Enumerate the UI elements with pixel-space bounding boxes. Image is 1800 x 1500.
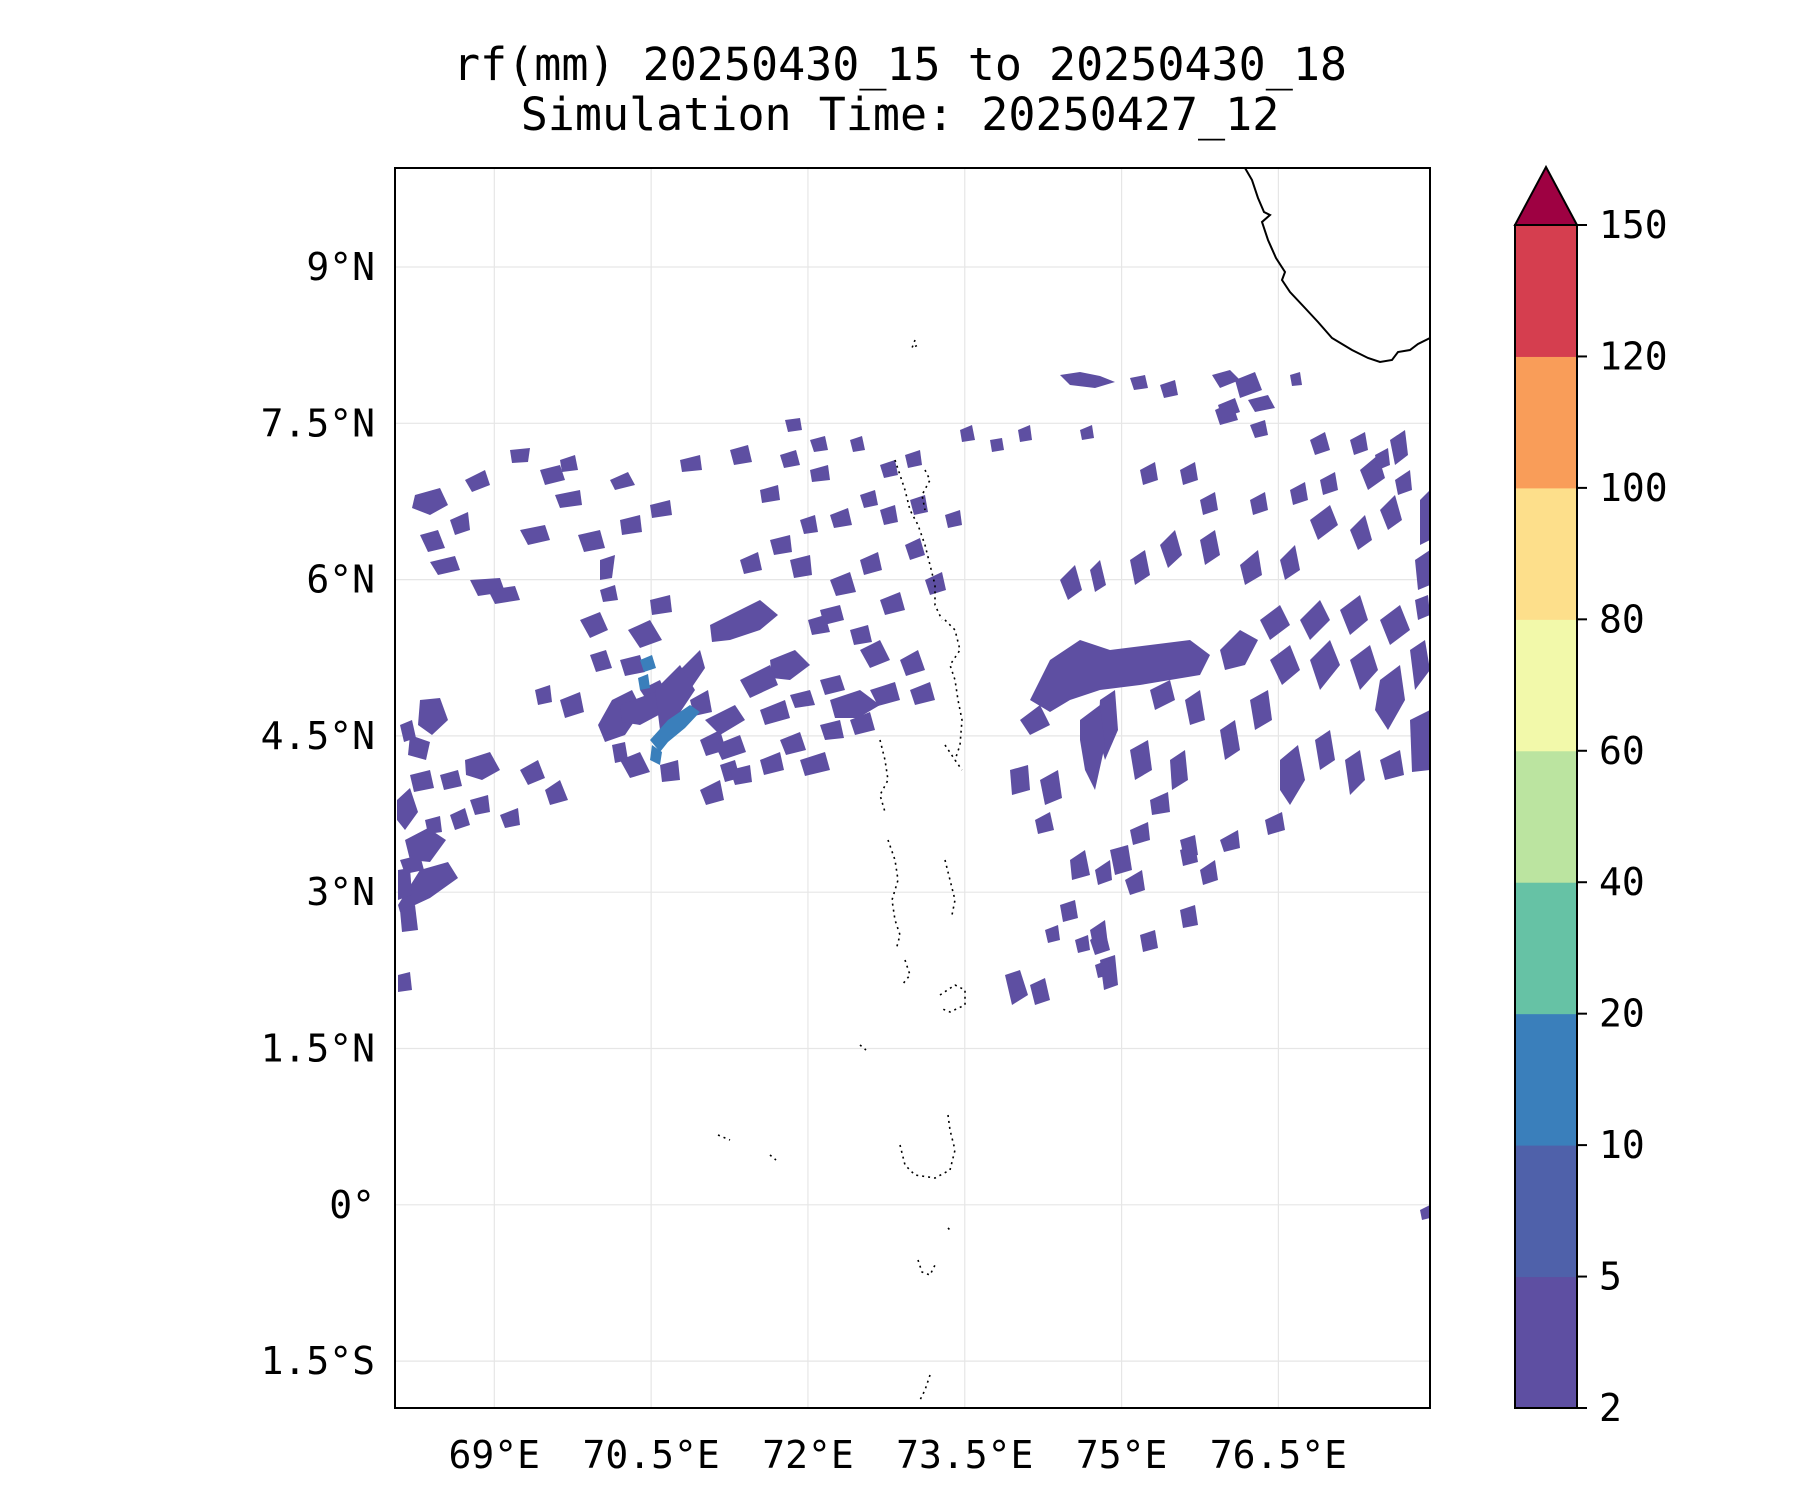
rain-patches-west-central — [398, 585, 726, 992]
lat-tick-label: 1.5°S — [261, 1339, 375, 1383]
colorbar-tick-label: 100 — [1599, 466, 1668, 510]
rain-patches-heavier — [638, 655, 700, 765]
coastline — [1244, 168, 1430, 364]
rain-patches-east — [1020, 372, 1430, 760]
map-subtitle: Simulation Time: 20250427_12 — [520, 88, 1280, 141]
colorbar-segment — [1515, 1013, 1577, 1146]
atoll-outlines — [717, 339, 966, 1401]
longitude-labels: 69°E 70.5°E 72°E 73.5°E 75°E 76.5°E — [449, 1433, 1347, 1477]
colorbar-extend-arrow — [1513, 164, 1579, 226]
lat-tick-label: 7.5°N — [261, 401, 375, 445]
lat-tick-label: 6°N — [306, 558, 375, 602]
colorbar-tick-label: 150 — [1599, 203, 1668, 247]
lon-tick-label: 73.5°E — [896, 1433, 1033, 1477]
colorbar: 2 5 10 20 40 60 80 100 120 150 — [1513, 164, 1668, 1430]
rain-patches-central-north — [730, 418, 962, 645]
colorbar-segment — [1515, 225, 1577, 357]
rain-patches-south — [1005, 835, 1430, 1220]
colorbar-segment — [1515, 356, 1577, 489]
lon-tick-label: 75°E — [1076, 1433, 1168, 1477]
latitude-labels: 9°N 7.5°N 6°N 4.5°N 3°N 1.5°N 0° 1.5°S — [261, 245, 375, 1383]
colorbar-frame — [1514, 224, 1578, 1409]
lat-tick-label: 9°N — [306, 245, 375, 289]
lat-tick-label: 4.5°N — [261, 714, 375, 758]
colorbar-segment — [1515, 619, 1577, 752]
colorbar-tick-label: 5 — [1599, 1255, 1622, 1299]
colorbar-segment — [1515, 1276, 1577, 1409]
colorbar-tick-label: 80 — [1599, 597, 1645, 641]
rain-patches-central-band — [620, 600, 935, 805]
rain-patches-west — [397, 448, 702, 912]
lon-tick-label: 72°E — [762, 1433, 854, 1477]
lat-tick-label: 1.5°N — [261, 1027, 375, 1071]
colorbar-tick-label: 2 — [1599, 1386, 1622, 1430]
colorbar-tick-label: 60 — [1599, 729, 1645, 773]
colorbar-segment — [1515, 750, 1577, 883]
colorbar-segment — [1515, 882, 1577, 1015]
map-frame — [394, 167, 1431, 1409]
rain-patches-north — [960, 370, 1412, 495]
colorbar-tick-label: 40 — [1599, 860, 1645, 904]
colorbar-tick-label: 120 — [1599, 334, 1668, 378]
lon-tick-label: 69°E — [449, 1433, 541, 1477]
lon-tick-label: 76.5°E — [1210, 1433, 1347, 1477]
colorbar-tick-label: 10 — [1599, 1123, 1645, 1167]
rainfall-contours — [397, 370, 1430, 1220]
colorbar-segment — [1515, 487, 1577, 620]
colorbar-tick-label: 20 — [1599, 992, 1645, 1036]
lon-tick-label: 70.5°E — [582, 1433, 719, 1477]
colorbar-segment — [1515, 1145, 1577, 1278]
lat-tick-label: 0° — [329, 1183, 375, 1227]
map-title: rf(mm) 20250430_15 to 20250430_18 — [452, 38, 1348, 91]
lat-tick-label: 3°N — [306, 870, 375, 914]
